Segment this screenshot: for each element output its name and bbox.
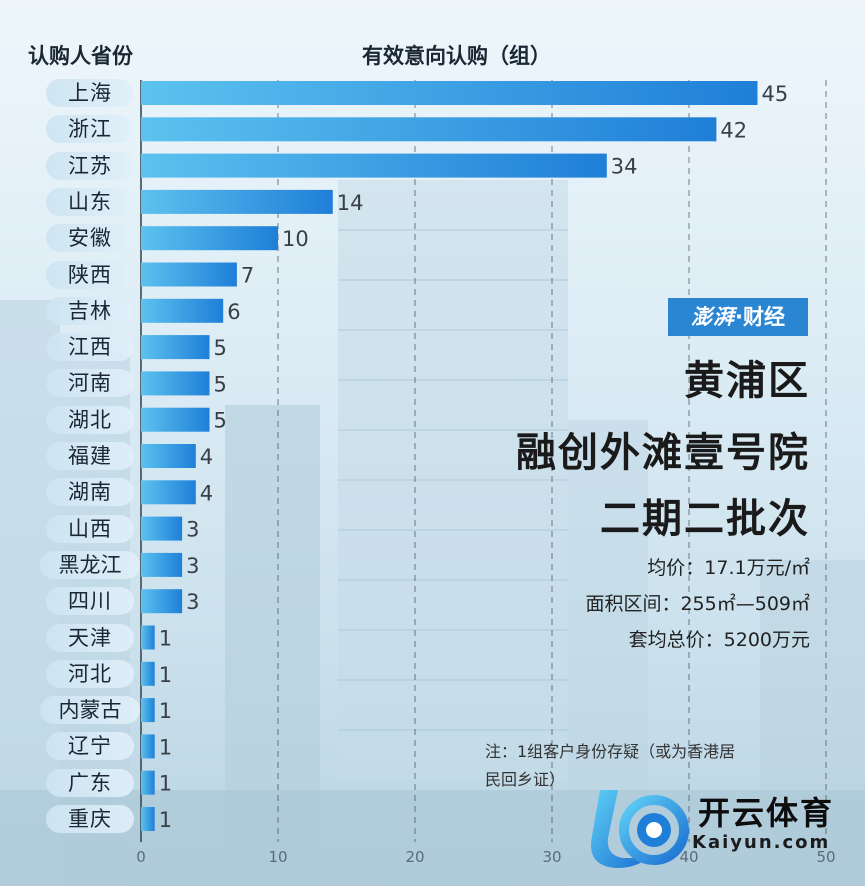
- title-line-2: 融创外滩壹号院: [516, 430, 810, 476]
- category-label: 陕西: [46, 260, 134, 289]
- category-label: 安徽: [46, 224, 134, 253]
- bar-江西: [141, 335, 210, 360]
- brand-seal: 澎湃: [691, 305, 735, 329]
- category-label: 福建: [46, 442, 134, 470]
- bar-value-label: 14: [337, 191, 364, 215]
- bar-江苏: [141, 153, 607, 178]
- bar-value-label: 1: [159, 627, 172, 651]
- category-label: 湖北: [46, 405, 134, 434]
- bar-value-label: 42: [720, 118, 747, 142]
- bar-value-label: 5: [214, 372, 227, 396]
- bar-黑龙江: [141, 552, 183, 577]
- bar-辽宁: [141, 734, 155, 759]
- kaiyun-logo-icon: [591, 790, 689, 868]
- bar-四川: [141, 589, 183, 614]
- note-line-2: 民回乡证）: [485, 770, 566, 789]
- bar-重庆: [141, 807, 155, 831]
- bar-value-label: 10: [282, 227, 309, 251]
- bar-河南: [141, 371, 210, 396]
- category-label: 天津: [46, 623, 134, 652]
- title-line-1: 黄浦区: [684, 358, 810, 404]
- bar-山西: [141, 516, 183, 541]
- x-tick-label: 30: [542, 848, 561, 866]
- category-label: 广东: [46, 768, 134, 797]
- y-axis-title: 认购人省份: [28, 44, 133, 68]
- bar-value-label: 3: [186, 590, 199, 614]
- bar-value-label: 4: [200, 481, 213, 505]
- brand-dot: ·: [735, 305, 743, 329]
- category-label: 山东: [46, 187, 134, 216]
- bar-陕西: [141, 262, 237, 287]
- bar-value-label: 3: [186, 518, 199, 542]
- category-label: 吉林: [46, 296, 134, 325]
- category-label: 河南: [46, 369, 134, 398]
- bar-value-label: 45: [762, 82, 789, 106]
- brand-name: 财经: [742, 305, 785, 329]
- bar-浙江: [141, 117, 717, 142]
- x-axis-title: 有效意向认购（组）: [362, 44, 551, 68]
- bar-value-label: 1: [159, 663, 172, 687]
- bar-value-label: 1: [159, 808, 172, 832]
- bar-value-label: 1: [159, 772, 172, 796]
- watermark-url: Kaiyun.com: [692, 832, 831, 853]
- x-tick-label: 40: [679, 848, 698, 866]
- category-label: 重庆: [46, 805, 134, 833]
- watermark-name: 开云体育: [698, 794, 835, 832]
- avg-price: 均价：17.1万元/㎡: [647, 557, 810, 579]
- category-label: 江苏: [46, 151, 134, 180]
- bar-山东: [141, 189, 333, 214]
- bar-安徽: [141, 226, 278, 251]
- bar-广东: [141, 770, 155, 795]
- bar-天津: [141, 625, 155, 650]
- brand-badge: 澎湃·财经: [668, 298, 808, 336]
- category-label: 辽宁: [46, 732, 134, 761]
- x-tick-label: 0: [136, 848, 146, 866]
- note-line-1: 注：1组客户身份存疑（或为香港居: [485, 742, 736, 761]
- bar-value-label: 5: [214, 336, 227, 360]
- bar-湖北: [141, 407, 210, 432]
- bar-value-label: 1: [159, 735, 172, 759]
- category-label: 江西: [46, 333, 134, 362]
- category-label: 河北: [46, 659, 134, 688]
- bar-福建: [141, 444, 196, 468]
- category-label: 上海: [46, 79, 134, 107]
- x-tick-label: 10: [268, 848, 287, 866]
- x-tick-label: 20: [405, 848, 424, 866]
- category-label: 黑龙江: [40, 550, 140, 579]
- bar-河北: [141, 661, 155, 686]
- bar-value-label: 4: [200, 445, 213, 469]
- x-tick-label: 50: [816, 848, 835, 866]
- category-label: 内蒙古: [40, 696, 140, 725]
- category-label: 浙江: [46, 115, 134, 144]
- bar-内蒙古: [141, 698, 155, 723]
- category-label: 四川: [46, 587, 134, 616]
- area-range: 面积区间：255㎡—509㎡: [585, 593, 810, 615]
- bar-value-label: 6: [227, 300, 240, 324]
- bar-value-label: 3: [186, 554, 199, 578]
- bar-湖南: [141, 480, 196, 505]
- bar-吉林: [141, 298, 224, 323]
- title-line-3: 二期二批次: [600, 496, 810, 542]
- bar-value-label: 34: [611, 155, 638, 179]
- total-price: 套均总价：5200万元: [628, 629, 810, 651]
- bar-value-label: 1: [159, 699, 172, 723]
- category-label: 湖南: [46, 478, 134, 507]
- bar-上海: [141, 81, 758, 105]
- bar-value-label: 5: [214, 409, 227, 433]
- category-label: 山西: [46, 514, 134, 543]
- bar-value-label: 7: [241, 264, 254, 288]
